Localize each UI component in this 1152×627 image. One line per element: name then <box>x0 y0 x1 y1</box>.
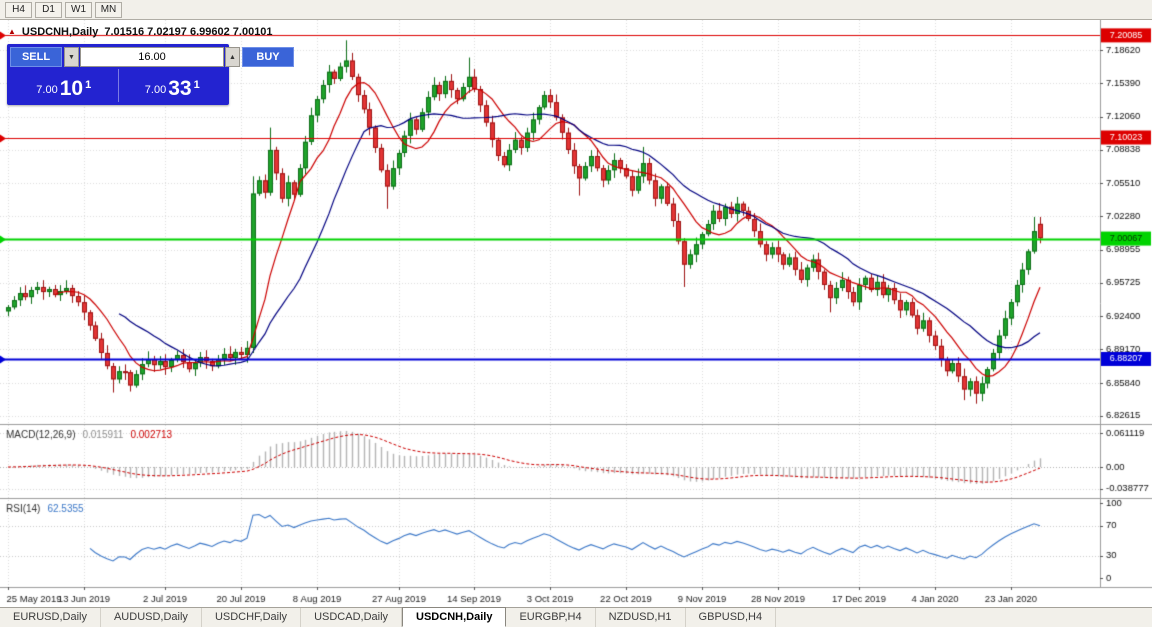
tab-usdchf-daily[interactable]: USDCHF,Daily <box>202 608 302 627</box>
timeframe-toolbar: H4 D1 W1 MN <box>0 0 1152 20</box>
one-click-trading-panel: SELL ▼ ▲ BUY 7.00 10 1 7.00 33 1 <box>7 44 294 105</box>
timeframe-mn-button[interactable]: MN <box>95 1 122 18</box>
timeframe-d1-button[interactable]: D1 <box>35 1 62 18</box>
volume-input[interactable] <box>80 47 224 67</box>
sell-price-prefix: 7.00 <box>36 84 58 96</box>
symbol-name: USDCNH,Daily <box>21 26 99 38</box>
tab-nzdusd-h1[interactable]: NZDUSD,H1 <box>596 608 686 627</box>
buy-price-pipette: 1 <box>193 79 200 91</box>
sell-price-big-digits: 10 <box>59 77 84 100</box>
tab-eurgbp-h4[interactable]: EURGBP,H4 <box>506 608 596 627</box>
buy-price-big-digits: 33 <box>168 77 192 100</box>
buy-button[interactable]: BUY <box>242 47 294 67</box>
sell-price-pipette: 1 <box>85 79 92 91</box>
chart-canvas[interactable] <box>0 20 1152 607</box>
sell-price-display[interactable]: 7.00 10 1 <box>10 69 119 102</box>
tab-audusd-daily[interactable]: AUDUSD,Daily <box>101 608 202 627</box>
volume-increase-button[interactable]: ▲ <box>225 47 240 67</box>
tab-gbpusd-h4[interactable]: GBPUSD,H4 <box>686 608 777 627</box>
chart-symbol-title: ▲ USDCNH,Daily 7.01516 7.02197 6.99602 7… <box>8 26 273 38</box>
trade-controls-row: SELL ▼ ▲ BUY <box>10 47 294 67</box>
symbol-ohlc-values: 7.01516 7.02197 6.99602 7.00101 <box>104 26 273 38</box>
sell-button[interactable]: SELL <box>10 47 62 67</box>
chart-tabs-bar: EURUSD,Daily AUDUSD,Daily USDCHF,Daily U… <box>0 607 1152 627</box>
timeframe-h4-button[interactable]: H4 <box>5 1 32 18</box>
buy-price-display[interactable]: 7.00 33 1 <box>119 69 227 102</box>
timeframe-w1-button[interactable]: W1 <box>65 1 92 18</box>
trade-prices-row: 7.00 10 1 7.00 33 1 <box>10 69 226 102</box>
volume-decrease-button[interactable]: ▼ <box>64 47 79 67</box>
volume-control: ▼ ▲ <box>64 47 240 67</box>
tab-eurusd-daily[interactable]: EURUSD,Daily <box>0 608 101 627</box>
symbol-arrow-icon: ▲ <box>8 26 16 36</box>
buy-price-prefix: 7.00 <box>144 84 167 96</box>
tab-usdcnh-daily[interactable]: USDCNH,Daily <box>402 607 507 627</box>
tab-usdcad-daily[interactable]: USDCAD,Daily <box>301 608 403 627</box>
